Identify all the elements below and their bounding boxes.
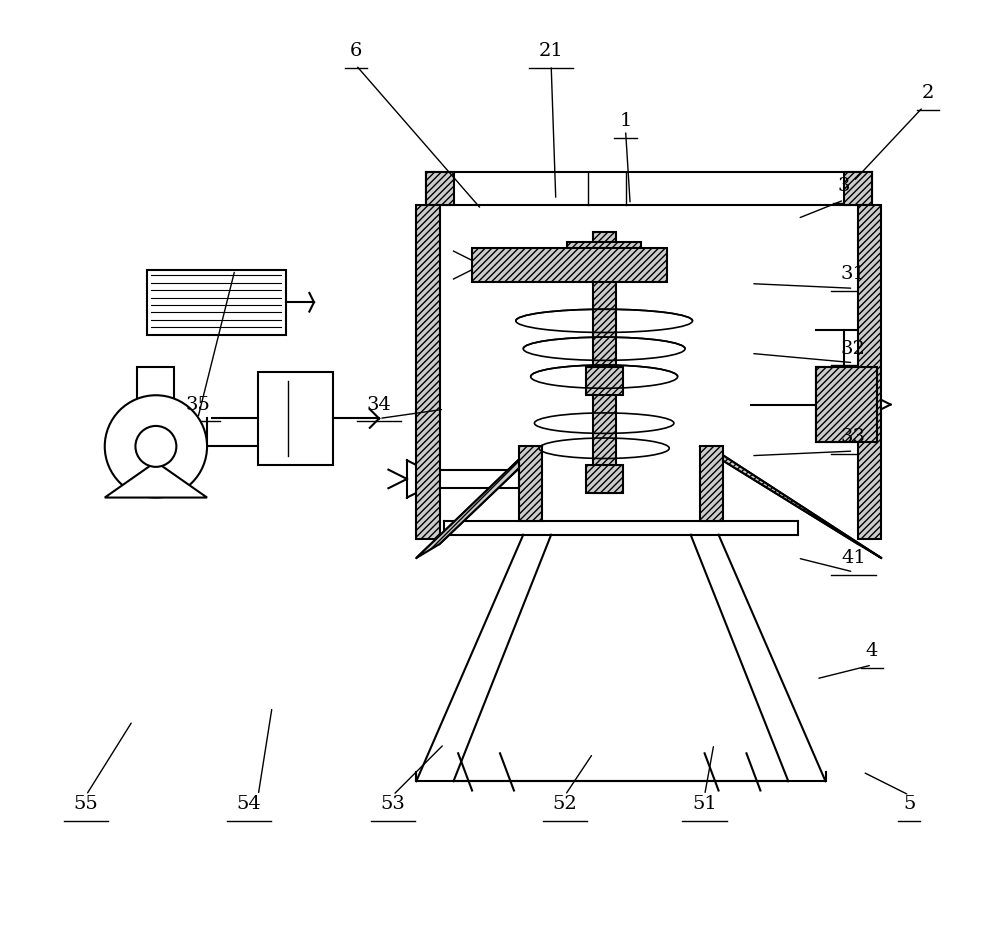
Text: 1: 1 [619,112,632,130]
Text: 54: 54 [237,795,261,814]
Polygon shape [416,446,542,558]
Text: 21: 21 [539,42,564,60]
FancyBboxPatch shape [147,270,286,335]
Text: 52: 52 [553,795,577,814]
Bar [519,446,542,521]
Bar [844,172,872,205]
Text: 2: 2 [922,84,934,102]
Text: 5: 5 [903,795,915,814]
Text: 32: 32 [841,339,866,358]
Bar [416,205,440,539]
Bar [567,242,641,279]
Bar [586,465,623,493]
Bar [700,446,723,521]
Text: 33: 33 [841,428,866,446]
Text: 3: 3 [838,177,850,195]
Circle shape [135,426,176,467]
Text: 35: 35 [185,395,210,414]
Text: 51: 51 [692,795,717,814]
Text: 53: 53 [381,795,405,814]
Bar [858,205,881,539]
Bar [472,248,667,282]
Text: 31: 31 [841,265,866,284]
Circle shape [105,395,207,498]
FancyBboxPatch shape [258,372,333,465]
Text: 4: 4 [866,642,878,660]
Bar [586,367,623,395]
Polygon shape [700,446,881,558]
Text: 6: 6 [350,42,362,60]
Polygon shape [105,461,207,498]
FancyBboxPatch shape [137,367,174,400]
Text: 55: 55 [74,795,99,814]
Bar [593,232,616,493]
Bar [426,172,454,205]
Text: 34: 34 [367,395,392,414]
Text: 41: 41 [841,549,866,567]
FancyBboxPatch shape [816,367,877,442]
Bar [816,367,877,442]
